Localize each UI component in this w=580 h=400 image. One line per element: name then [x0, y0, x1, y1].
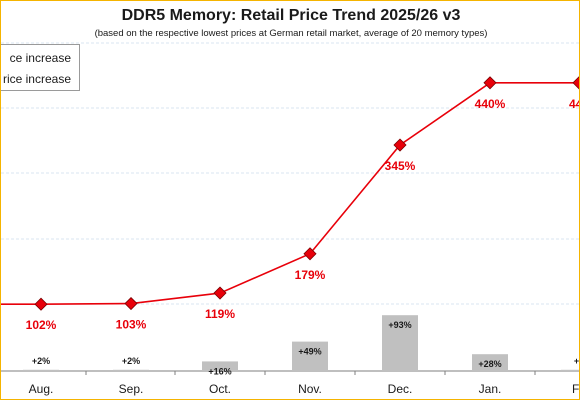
x-axis-label-7: Fe	[572, 382, 580, 396]
price-marker-7	[572, 76, 579, 90]
price-label-6: 440%	[475, 97, 506, 111]
x-axis-label-4: Nov.	[298, 382, 322, 396]
bar-label-6: +28%	[478, 359, 501, 369]
price-label-3: 119%	[205, 307, 235, 321]
price-marker-3	[213, 286, 227, 300]
price-marker-4	[303, 247, 317, 261]
bar-label-2: +2%	[122, 356, 140, 366]
price-label-4: 179%	[295, 268, 326, 282]
bar-2	[113, 369, 149, 371]
legend: ce increase rice increase	[1, 44, 80, 91]
bar-6	[472, 354, 508, 371]
x-axis-label-2: Sep.	[119, 382, 144, 396]
bar-label-5: +93%	[388, 320, 411, 330]
legend-item-1: ce increase	[9, 51, 71, 65]
price-marker-2	[124, 296, 138, 311]
bar-label-3: +16%	[208, 366, 231, 376]
x-axis-label-5: Dec.	[388, 382, 413, 396]
price-line	[1, 82, 579, 305]
x-axis-label-1: Aug.	[29, 382, 54, 396]
price-label-7: 440	[569, 97, 580, 111]
bar-5	[382, 315, 418, 371]
price-marker-5	[393, 138, 407, 152]
bar-4	[292, 341, 328, 371]
chart-subtitle: (based on the respective lowest prices a…	[94, 28, 488, 39]
bar-label-7: +0	[574, 356, 580, 366]
price-label-1: 102%	[26, 318, 57, 332]
bar-label-4: +49%	[298, 347, 321, 357]
price-label-5: 345%	[385, 159, 416, 173]
chart-title: DDR5 Memory: Retail Price Trend 2025/26 …	[121, 7, 461, 24]
legend-item-2: rice increase	[2, 72, 71, 86]
price-label-2: 103%	[116, 318, 147, 332]
bar-1	[23, 369, 59, 371]
bar-label-1: +2%	[32, 356, 50, 366]
x-axis-label-6: Jan.	[479, 382, 502, 396]
price-marker-1	[34, 297, 48, 311]
price-marker-6	[483, 76, 497, 90]
x-axis-label-3: Oct.	[209, 382, 231, 396]
bar-3	[202, 361, 238, 371]
bar-7	[561, 369, 579, 371]
